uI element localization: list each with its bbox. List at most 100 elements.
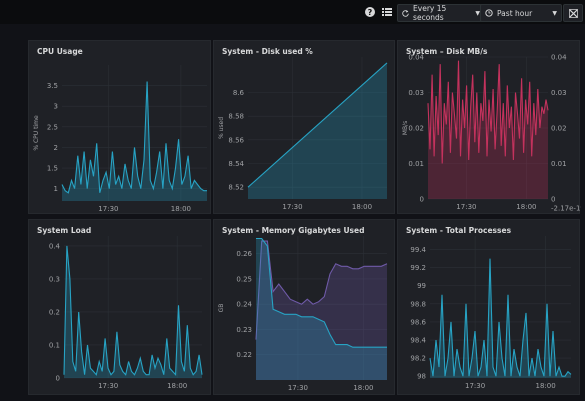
y-tick-label: 0.25 [236,275,252,283]
x-tick-label: 18:00 [352,203,372,211]
x-tick-label: 17:30 [288,384,308,392]
chart: 0 0.01 0.02 0.03 0.04 17:30 18:00 0.04 0.03 0.02 0… [402,54,581,213]
series-line [256,237,387,348]
series-area [64,245,202,378]
series-line [427,60,549,164]
series-line [247,62,388,188]
y-tick-label: 0.2 [49,308,60,316]
y-tick-label: 8.54 [228,160,244,168]
series-line [61,81,207,194]
series-area [256,241,387,380]
x-tick-label: 18:00 [516,203,536,211]
right-y-tick-label: 0.02 [551,125,567,133]
y-tick-label: 8.58 [228,113,244,121]
right-y-tick-label: 0.03 [551,89,567,97]
x-tick-label: 17:30 [282,203,302,211]
series-area [62,81,207,201]
y-tick-label: 0.4 [49,242,61,250]
chart: 98 98.2 98.4 98.6 98.8 99 99.2 99.4 17:30 18:00 [410,236,572,390]
y-tick-label: 98.2 [410,355,426,363]
y-tick-label: 0.04 [408,54,424,62]
y-tick-label: 0.1 [49,341,60,349]
y-tick-label: 0.3 [49,275,60,283]
right-y-tick-label: -2.17e-19 [551,205,581,213]
chart: 8.52 8.54 8.56 8.58 8.6 17:30 18:00 % used [218,57,388,211]
chart: 0.22 0.23 0.24 0.25 0.26 17:30 18:00 GB [218,236,388,392]
series-line [255,240,388,340]
panel-title[interactable]: System – Disk MB/s [406,47,488,56]
y-tick-label: 98.4 [410,337,426,345]
chevron-down-icon: ▼ [475,9,480,17]
y-tick-label: 3.5 [47,82,58,90]
y-tick-label: 8.56 [228,136,244,144]
y-tick-label: 99.2 [410,264,426,272]
panel-title[interactable]: System - Memory Gigabytes Used [222,226,365,235]
panel-2[interactable]: System - Disk used % 8.52 8.54 8.56 8.58 8.6 1… [213,40,395,214]
help-icon[interactable]: ? [365,4,375,20]
y-tick-label: 99.4 [410,246,426,254]
chart: 1 1.5 2 2.5 3 3.5 17:30 18:00 % CPU time [33,65,207,213]
right-y-tick-label: 0.01 [551,160,567,168]
x-tick-label: 17:30 [456,203,476,211]
y-tick-label: 0.23 [236,326,252,334]
exit-kiosk-button[interactable] [563,4,583,22]
panel-title[interactable]: System - Disk used % [222,47,313,56]
top-toolbar: ? Every 15 seconds ▼ Past hour ▼ [0,0,585,24]
y-tick-label: 0.01 [408,160,424,168]
y-tick-label: 2 [54,144,58,152]
chart: 0 0.1 0.2 0.3 0.4 17:30 18:00 [49,236,203,390]
y-tick-label: 0.24 [236,301,252,309]
panel-6[interactable]: System - Total Processes 98 98.2 98.4 98.6 98… [397,219,580,395]
right-y-tick-label: 0 [551,196,555,204]
panel-title[interactable]: System - Total Processes [406,226,512,235]
refresh-interval-picker[interactable]: Every 15 seconds ▼ [397,4,485,22]
time-range-label: Past hour [497,8,533,18]
y-tick-label: 0.26 [236,250,252,258]
refresh-interval-label: Every 15 seconds [413,4,447,22]
y-tick-label: 2.5 [47,123,58,131]
right-y-tick-label: 0.04 [551,54,567,62]
y-tick-label: 1.5 [47,165,58,173]
series-area [248,62,387,200]
panel-1[interactable]: CPU Usage 1 1.5 2 2.5 3 3.5 17:30 18:00 % CPU tim… [28,40,211,214]
x-tick-label: 18:00 [536,382,556,390]
panel-3[interactable]: System – Disk MB/s 0 0.01 0.02 0.03 0.04 17:30… [397,40,581,214]
series-area [256,238,387,380]
y-tick-label: 98 [417,373,426,381]
y-tick-label: 8.52 [228,184,244,192]
x-tick-label: 18:00 [353,384,373,392]
y-tick-label: 0.03 [408,89,424,97]
y-tick-label: 0.22 [236,351,252,359]
x-tick-label: 17:30 [465,382,485,390]
y-tick-label: 0 [56,375,60,383]
list-icon[interactable] [382,4,392,20]
time-range-picker[interactable]: Past hour ▼ [480,4,562,22]
y-axis-label: % CPU time [33,115,40,151]
y-tick-label: 3 [54,103,58,111]
exit-icon [568,8,578,18]
panel-title[interactable]: CPU Usage [37,47,83,56]
clock-icon [485,9,493,17]
y-tick-label: 99 [417,282,426,290]
y-tick-label: 0 [420,196,424,204]
panel-5[interactable]: System - Memory Gigabytes Used 0.22 0.23 0.… [213,219,395,395]
x-tick-label: 18:00 [167,382,187,390]
y-axis-label: MB/s [402,121,409,135]
y-tick-label: 98.6 [410,318,426,326]
x-tick-label: 17:30 [98,382,118,390]
y-tick-label: 0.02 [408,125,424,133]
x-tick-label: 18:00 [171,205,191,213]
help-icon-glyph: ? [365,7,375,17]
panel-4[interactable]: System Load 0 0.1 0.2 0.3 0.4 17:30 18:00 [28,219,211,395]
x-tick-label: 17:30 [98,205,118,213]
y-tick-label: 98.8 [410,300,426,308]
y-axis-label: GB [218,304,225,313]
y-tick-label: 1 [54,185,58,193]
series-line [429,258,572,377]
y-tick-label: 8.6 [233,89,245,97]
refresh-icon [402,10,409,17]
chevron-down-icon: ▼ [552,9,557,17]
panel-title[interactable]: System Load [37,226,92,235]
series-line [63,245,203,377]
y-axis-label: % used [218,117,225,139]
